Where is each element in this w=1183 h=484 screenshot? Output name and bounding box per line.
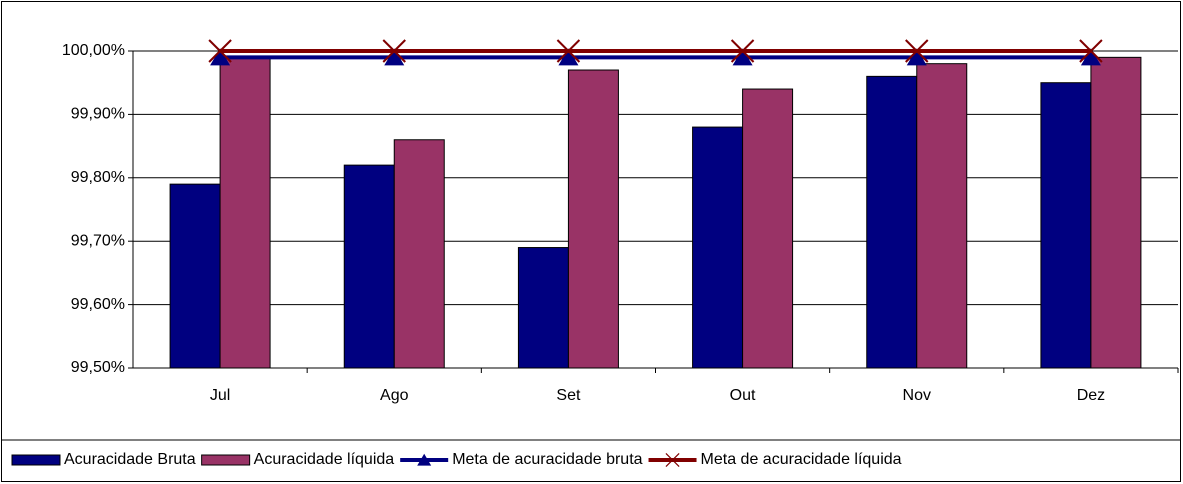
legend-label: Acuracidade líquida (254, 451, 395, 468)
bar (517, 247, 569, 369)
bar (169, 183, 221, 369)
marker (906, 48, 927, 66)
y-tick-label: 99,50% (71, 359, 125, 376)
marker (558, 48, 579, 66)
bar (916, 63, 968, 369)
marker (1079, 39, 1103, 63)
marker (730, 39, 755, 63)
bar (1040, 82, 1092, 369)
y-tick-label: 99,60% (71, 296, 125, 313)
x-tick-label: Nov (903, 387, 931, 404)
marker (732, 48, 753, 66)
marker (556, 39, 581, 63)
bar (866, 75, 918, 369)
x-tick-label: Out (730, 387, 756, 404)
y-tick-label: 99,90% (71, 106, 125, 123)
marker (384, 48, 405, 66)
bar (742, 88, 794, 369)
legend-label: Acuracidade Bruta (64, 451, 196, 468)
bar (567, 69, 619, 369)
marker (1080, 48, 1101, 66)
x-tick-label: Jul (210, 387, 230, 404)
legend-swatch (11, 454, 61, 466)
x-tick-label: Set (556, 387, 581, 404)
y-tick-label: 99,70% (71, 232, 125, 249)
marker (905, 39, 929, 63)
legend-label: Meta de acuracidade bruta (452, 451, 642, 468)
x-tick-label: Ago (380, 387, 409, 404)
x-tick-label: Dez (1077, 387, 1105, 404)
legend-marker (665, 452, 680, 468)
bar (692, 126, 744, 369)
bar (393, 139, 445, 369)
marker (208, 39, 232, 63)
y-tick-label: 99,80% (71, 169, 125, 186)
bar (343, 164, 395, 369)
legend-label: Meta de acuracidade líquida (701, 451, 902, 468)
bar (1090, 56, 1142, 369)
bar (219, 56, 271, 369)
legend-swatch (201, 454, 251, 466)
y-tick-label: 100,00% (62, 42, 125, 59)
marker (210, 48, 231, 66)
legend-marker (417, 453, 432, 466)
marker (382, 39, 406, 63)
